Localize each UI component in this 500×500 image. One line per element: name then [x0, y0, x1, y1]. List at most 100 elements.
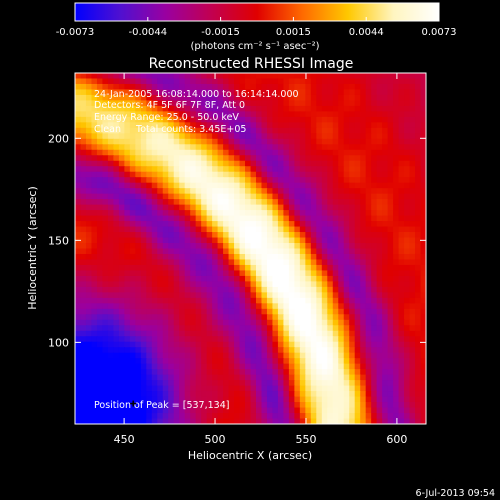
- heatmap-cell: [179, 105, 186, 112]
- heatmap-cell: [228, 226, 235, 233]
- heatmap-cell: [343, 193, 350, 200]
- heatmap-cell: [212, 264, 219, 272]
- heatmap-cell: [217, 188, 224, 195]
- heatmap-cell: [316, 122, 323, 129]
- heatmap-cell: [283, 89, 290, 96]
- heatmap-cell: [239, 374, 246, 381]
- heatmap-cell: [266, 221, 274, 228]
- heatmap-cell: [85, 149, 93, 156]
- heatmap-cell: [195, 253, 202, 261]
- heatmap-cell: [299, 210, 306, 217]
- heatmap-cell: [327, 226, 334, 233]
- heatmap-cell: [179, 319, 186, 326]
- heatmap-cell: [102, 243, 109, 250]
- heatmap-cell: [283, 275, 290, 282]
- heatmap-cell: [239, 232, 246, 239]
- heatmap-cell: [266, 325, 274, 332]
- heatmap-cell: [376, 94, 383, 102]
- heatmap-cell: [102, 116, 109, 123]
- heatmap-cell: [102, 275, 109, 282]
- heatmap-cell: [168, 319, 175, 326]
- heatmap-cell: [360, 369, 367, 376]
- heatmap-cell: [310, 133, 317, 140]
- heatmap-cell: [146, 177, 153, 184]
- heatmap-cell: [360, 385, 367, 392]
- heatmap-cell: [294, 352, 301, 359]
- heatmap-cell: [118, 325, 125, 332]
- heatmap-cell: [299, 303, 306, 310]
- heatmap-cell: [245, 369, 252, 376]
- heatmap-cell: [387, 248, 394, 255]
- heatmap-cell: [124, 122, 131, 129]
- heatmap-cell: [327, 122, 334, 129]
- heatmap-cell: [415, 144, 422, 151]
- heatmap-cell: [415, 73, 422, 80]
- heatmap-cell: [310, 369, 317, 376]
- heatmap-cell: [118, 133, 125, 140]
- heatmap-cell: [179, 188, 186, 195]
- heatmap-cell: [376, 177, 383, 184]
- heatmap-cell: [266, 396, 274, 403]
- heatmap-cell: [305, 281, 312, 288]
- heatmap-cell: [195, 374, 202, 381]
- heatmap-cell: [173, 232, 180, 239]
- heatmap-cell: [107, 380, 114, 387]
- heatmap-cell: [201, 369, 208, 376]
- heatmap-cell: [305, 369, 312, 376]
- heatmap-cell: [321, 111, 328, 118]
- heatmap-cell: [118, 78, 125, 85]
- heatmap-cell: [261, 210, 268, 217]
- heatmap-cell: [360, 171, 367, 178]
- heatmap-cell: [124, 155, 131, 162]
- heatmap-cell: [162, 100, 169, 107]
- heatmap-cell: [409, 336, 416, 343]
- heatmap-cell: [75, 319, 82, 326]
- heatmap-cell: [250, 138, 257, 145]
- heatmap-cell: [365, 248, 372, 255]
- heatmap-cell: [420, 418, 426, 424]
- heatmap-cell: [266, 336, 274, 343]
- heatmap-cell: [80, 308, 87, 315]
- heatmap-cell: [420, 407, 426, 414]
- heatmap-cell: [157, 210, 164, 217]
- heatmap-cell: [96, 253, 104, 261]
- heatmap-cell: [360, 182, 367, 189]
- heatmap-cell: [151, 374, 158, 381]
- heatmap-cell: [217, 270, 224, 277]
- heatmap-cell: [75, 116, 82, 123]
- heatmap-cell: [327, 144, 334, 151]
- heatmap-cell: [409, 138, 416, 145]
- heatmap-cell: [85, 144, 93, 151]
- heatmap-cell: [107, 166, 114, 173]
- heatmap-cell: [102, 402, 109, 409]
- heatmap-cell: [277, 347, 284, 354]
- heatmap-cell: [190, 369, 197, 376]
- heatmap-cell: [371, 297, 378, 304]
- heatmap-cell: [80, 89, 87, 96]
- heatmap-cell: [91, 100, 98, 107]
- heatmap-cell: [201, 199, 208, 206]
- heatmap-cell: [420, 166, 426, 173]
- heatmap-cell: [157, 407, 164, 414]
- heatmap-cell: [151, 363, 158, 370]
- heatmap-cell: [283, 330, 290, 337]
- heatmap-cell: [91, 358, 98, 365]
- heatmap-cell: [310, 413, 317, 420]
- heatmap-cell: [332, 127, 339, 134]
- heatmap-cell: [118, 264, 125, 272]
- heatmap-cell: [288, 221, 295, 228]
- heatmap-cell: [354, 149, 361, 156]
- heatmap-cell: [195, 149, 202, 156]
- heatmap-cell: [151, 144, 158, 151]
- heatmap-cell: [146, 105, 153, 112]
- heatmap-cell: [157, 418, 164, 424]
- heatmap-cell: [135, 232, 142, 239]
- heatmap-cell: [217, 374, 224, 381]
- heatmap-cell: [349, 402, 356, 409]
- heatmap-cell: [140, 171, 147, 178]
- heatmap-cell: [118, 281, 125, 288]
- heatmap-cell: [201, 253, 208, 261]
- heatmap-cell: [382, 385, 389, 392]
- heatmap-cell: [140, 391, 147, 398]
- heatmap-cell: [310, 259, 317, 266]
